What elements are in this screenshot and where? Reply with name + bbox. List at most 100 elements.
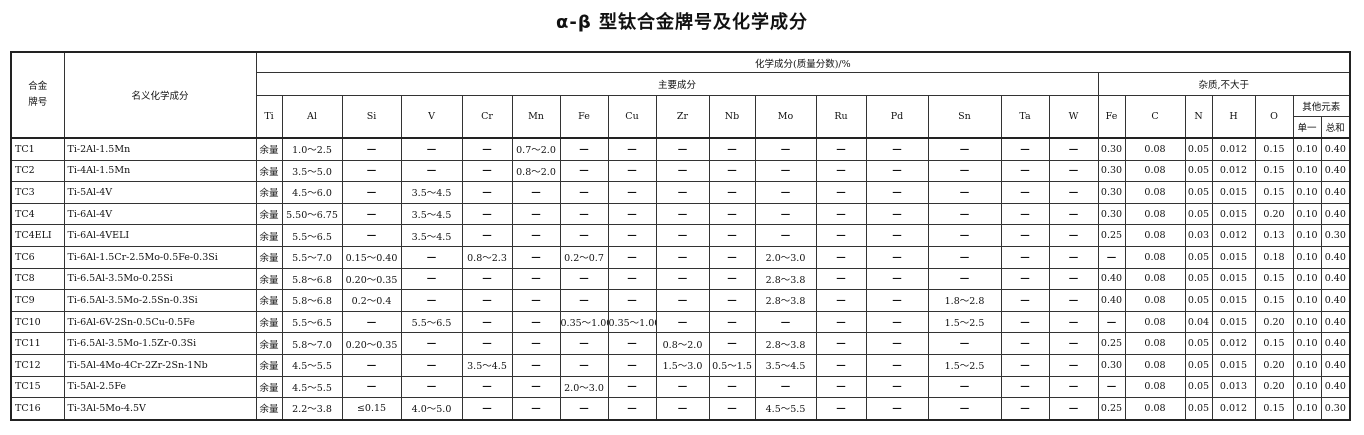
value-cell: 0.08 — [1124, 137, 1186, 161]
nominal-composition-cell: Ti-4Al-1.5Mn — [63, 159, 257, 183]
value-cell: 0.40 — [1320, 375, 1351, 399]
value-cell: 0.30 — [1320, 397, 1351, 421]
value-cell: — — [655, 181, 710, 204]
value-cell: 0.10 — [1292, 159, 1322, 183]
value-cell: — — [607, 202, 657, 226]
value-cell: — — [865, 332, 929, 355]
header-main-si: Si — [341, 95, 402, 139]
value-cell: — — [865, 181, 929, 204]
header-impurity-fe: Fe — [1097, 95, 1126, 139]
header-main-zr: Zr — [655, 95, 710, 139]
value-cell: 0.015 — [1211, 267, 1256, 291]
value-cell: — — [461, 224, 513, 247]
value-cell: 5.5～6.5 — [281, 310, 343, 334]
value-cell: 0.15 — [1254, 137, 1294, 161]
value-cell: — — [511, 375, 561, 399]
value-cell: — — [865, 353, 929, 377]
value-cell: 0.40 — [1320, 267, 1351, 291]
value-cell: 0.20 — [1254, 375, 1294, 399]
value-cell: 3.5～4.5 — [400, 202, 463, 226]
value-cell: — — [865, 375, 929, 399]
grade-cell: TC6 — [10, 245, 65, 269]
value-cell: — — [341, 310, 402, 334]
value-cell: — — [511, 397, 561, 421]
value-cell: — — [754, 181, 817, 204]
value-cell: 余量 — [255, 397, 283, 421]
header-main-pd: Pd — [865, 95, 929, 139]
value-cell: 0.10 — [1292, 202, 1322, 226]
value-cell: — — [511, 267, 561, 291]
value-cell: — — [708, 202, 756, 226]
value-cell: 3.5～4.5 — [400, 181, 463, 204]
value-cell: 0.8～2.0 — [655, 332, 710, 355]
value-cell: 0.08 — [1124, 353, 1186, 377]
value-cell: — — [927, 267, 1002, 291]
value-cell: 0.40 — [1320, 137, 1351, 161]
value-cell: 0.08 — [1124, 245, 1186, 269]
header-impurity-h: H — [1211, 95, 1256, 139]
value-cell: 0.10 — [1292, 224, 1322, 247]
value-cell: — — [559, 202, 609, 226]
value-cell: 0.08 — [1124, 181, 1186, 204]
value-cell: — — [927, 137, 1002, 161]
value-cell: 0.015 — [1211, 245, 1256, 269]
value-cell: 2.0～3.0 — [754, 245, 817, 269]
table-row: TC2 Ti-4Al-1.5Mn 余量 3.5～5.0— — —0.8～2.0— — — — — —… — [10, 159, 1351, 183]
value-cell: — — [607, 159, 657, 183]
value-cell: — — [461, 397, 513, 421]
value-cell: 0.05 — [1184, 181, 1213, 204]
value-cell: — — [1000, 289, 1050, 312]
table-row: TC6 Ti-6Al-1.5Cr-2.5Mo-0.5Fe-0.3Si 余量 5.5～7… — [10, 245, 1351, 269]
value-cell: — — [655, 202, 710, 226]
value-cell: — — [341, 137, 402, 161]
value-cell: 1.5～3.0 — [655, 353, 710, 377]
value-cell: 0.20 — [1254, 353, 1294, 377]
value-cell: — — [1048, 375, 1099, 399]
value-cell: — — [607, 224, 657, 247]
value-cell: 余量 — [255, 181, 283, 204]
value-cell: — — [461, 202, 513, 226]
value-cell: — — [1000, 353, 1050, 377]
value-cell: — — [1048, 353, 1099, 377]
value-cell: 1.5～2.5 — [927, 353, 1002, 377]
value-cell: 0.10 — [1292, 375, 1322, 399]
value-cell: — — [559, 353, 609, 377]
page-title: α-β 型钛合金牌号及化学成分 — [556, 12, 808, 33]
value-cell: 0.30 — [1097, 181, 1126, 204]
value-cell: 0.40 — [1320, 202, 1351, 226]
value-cell: — — [1000, 310, 1050, 334]
value-cell: — — [865, 245, 929, 269]
value-cell: 0.40 — [1320, 353, 1351, 377]
value-cell: 0.10 — [1292, 245, 1322, 269]
value-cell: — — [511, 289, 561, 312]
value-cell: — — [655, 245, 710, 269]
value-cell: — — [655, 289, 710, 312]
value-cell: 余量 — [255, 375, 283, 399]
value-cell: — — [708, 224, 756, 247]
value-cell: 0.20 — [1254, 202, 1294, 226]
value-cell: — — [1048, 202, 1099, 226]
nominal-composition-cell: Ti-6.5Al-3.5Mo-1.5Zr-0.3Si — [63, 332, 257, 355]
value-cell: 0.10 — [1292, 397, 1322, 421]
value-cell: — — [1000, 181, 1050, 204]
value-cell: — — [815, 137, 867, 161]
value-cell: — — [754, 202, 817, 226]
value-cell: 0.20～0.35 — [341, 332, 402, 355]
header-main-w: W — [1048, 95, 1099, 139]
value-cell: 0.08 — [1124, 375, 1186, 399]
value-cell: — — [927, 159, 1002, 183]
value-cell: 2.8～3.8 — [754, 289, 817, 312]
value-cell: 0.10 — [1292, 181, 1322, 204]
value-cell: 4.5～5.5 — [281, 353, 343, 377]
value-cell: — — [927, 245, 1002, 269]
value-cell: — — [1097, 375, 1126, 399]
value-cell: 5.50～6.75 — [281, 202, 343, 226]
grade-cell: TC3 — [10, 181, 65, 204]
value-cell: — — [815, 159, 867, 183]
value-cell: 余量 — [255, 310, 283, 334]
value-cell: — — [1048, 332, 1099, 355]
value-cell: — — [400, 159, 463, 183]
value-cell: — — [865, 397, 929, 421]
value-cell: — — [511, 224, 561, 247]
value-cell: — — [1097, 245, 1126, 269]
